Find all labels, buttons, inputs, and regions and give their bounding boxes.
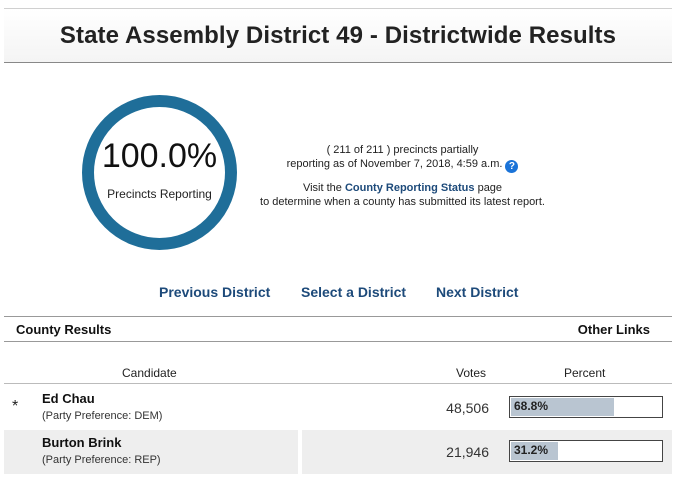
page-title: State Assembly District 49 - Districtwid… (59, 21, 617, 49)
percent-bar-fill (511, 398, 614, 416)
visit-prefix: Visit the (302, 182, 345, 194)
candidate-votes: 48,506 (446, 400, 489, 416)
cell-gap (298, 430, 302, 474)
visit-suffix: page (474, 182, 503, 194)
previous-district-link[interactable]: Previous District (159, 284, 271, 300)
help-icon[interactable]: ? (505, 160, 519, 173)
percent-bar-fill (511, 442, 558, 460)
row-shading (32, 430, 298, 474)
visit-line: Visit the County Reporting Status page (250, 181, 555, 195)
district-navigation: Previous District Select a District Next… (0, 284, 678, 302)
table-header: Candidate Votes Percent (4, 360, 672, 384)
header-votes: Votes (456, 366, 487, 380)
candidate-name: Burton Brink (42, 435, 122, 450)
header-percent: Percent (564, 366, 606, 380)
county-results-link[interactable]: County Results (16, 321, 112, 337)
winner-mark: * (12, 398, 19, 415)
reporting-status: ( 211 of 211 ) precincts partially repor… (250, 143, 555, 209)
visit-line-2: to determine when a county has submitted… (260, 196, 545, 208)
results-table: Candidate Votes Percent * Ed Chau (Party… (4, 360, 672, 474)
percent-bar: 68.8% (509, 396, 663, 418)
percent-bar-label: 68.8% (514, 399, 549, 413)
percent-bar-label: 31.2% (514, 443, 549, 457)
select-district-link[interactable]: Select a District (301, 284, 407, 300)
candidate-votes: 21,946 (446, 444, 489, 460)
table-row: Burton Brink (Party Preference: REP) 21,… (4, 430, 672, 474)
row-shading (4, 430, 32, 474)
other-links-link[interactable]: Other Links (577, 321, 650, 337)
precincts-percent: 100.0% (101, 136, 218, 175)
asof-line: reporting as of November 7, 2018, 4:59 a… (250, 157, 555, 173)
precincts-count-line: ( 211 of 211 ) precincts partially (326, 144, 479, 156)
candidate-name: Ed Chau (42, 391, 95, 406)
county-reporting-status-link[interactable]: County Reporting Status (344, 182, 475, 194)
candidate-party: (Party Preference: DEM) (42, 410, 163, 422)
percent-bar: 31.2% (509, 440, 663, 462)
candidate-party: (Party Preference: REP) (42, 454, 161, 466)
table-row: * Ed Chau (Party Preference: DEM) 48,506… (4, 386, 672, 431)
precincts-percent-label: Precincts Reporting (107, 186, 212, 201)
header-candidate: Candidate (122, 366, 177, 380)
next-district-link[interactable]: Next District (436, 284, 519, 300)
section-bar: County Results Other Links (4, 316, 672, 342)
asof-text: reporting as of November 7, 2018, 4:59 a… (286, 158, 503, 170)
title-bar: State Assembly District 49 - Districtwid… (4, 8, 672, 63)
precincts-ring: 100.0% Precincts Reporting (82, 95, 237, 250)
